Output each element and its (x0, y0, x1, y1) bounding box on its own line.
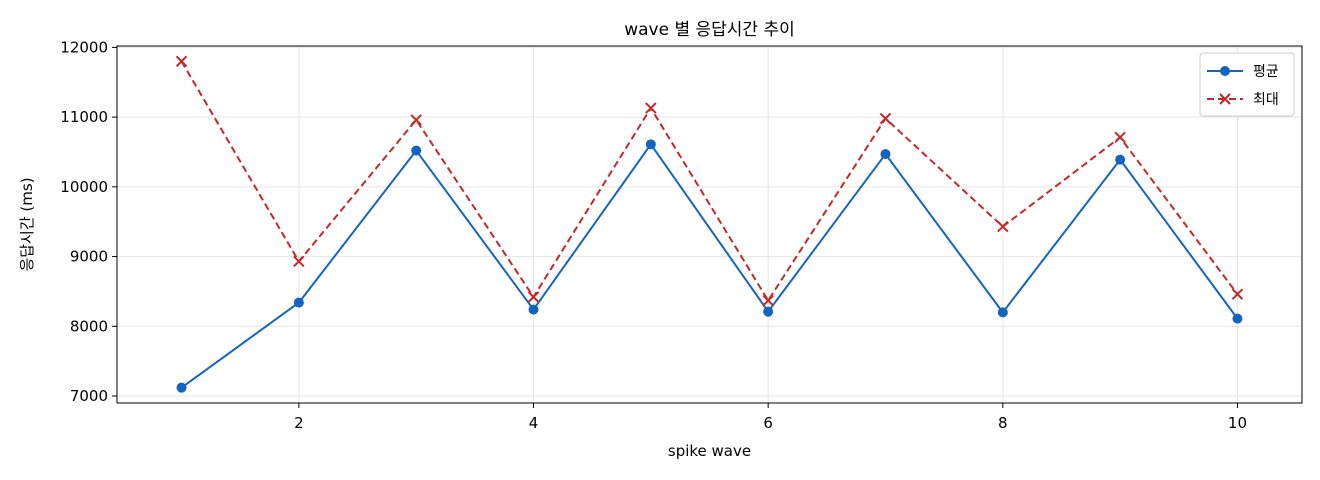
y-axis-label: 응답시간 (ms) (18, 177, 36, 271)
legend-label: 평균 (1253, 64, 1279, 80)
series-line (180, 60, 1239, 302)
data-point (762, 294, 774, 307)
x-tick-label: 8 (998, 414, 1008, 432)
data-point (176, 382, 187, 393)
data-point (411, 145, 422, 156)
legend-item: 평균 (1207, 64, 1279, 80)
y-tick-label: 10000 (60, 178, 108, 196)
x-axis-label: spike wave (668, 442, 751, 460)
data-point (879, 112, 892, 125)
legend-marker (1220, 66, 1230, 76)
x-tick-label: 6 (763, 414, 773, 432)
x-tick-label: 10 (1228, 414, 1247, 432)
series-avg (176, 139, 1243, 393)
data-point (997, 220, 1009, 233)
data-point (645, 102, 657, 114)
y-tick-label: 11000 (60, 108, 108, 126)
data-point (527, 291, 540, 303)
data-point (1115, 154, 1126, 165)
data-point (763, 306, 774, 317)
data-point (1232, 313, 1243, 324)
data-point (645, 139, 656, 150)
data-point (410, 114, 422, 126)
series-max (175, 55, 1244, 307)
data-point (528, 304, 539, 315)
y-tick-label: 9000 (70, 248, 108, 266)
chart-title: wave 별 응답시간 추이 (624, 20, 795, 40)
series-lines (175, 55, 1244, 393)
series-line (180, 143, 1239, 389)
y-tick-label: 8000 (70, 317, 108, 335)
x-axis-ticks: 2 4 6 8 10 (294, 403, 1247, 432)
data-point (880, 149, 891, 160)
legend-marker (1219, 93, 1231, 105)
y-axis-ticks: 7000 8000 9000 10000 11000 12000 (60, 38, 117, 405)
y-tick-label: 7000 (70, 387, 108, 405)
data-point (997, 307, 1008, 318)
data-point (293, 297, 304, 308)
x-tick-label: 4 (529, 414, 539, 432)
legend-box (1199, 52, 1295, 117)
y-tick-label: 12000 (60, 38, 108, 56)
x-tick-label: 2 (294, 414, 304, 432)
legend-item: 최대 (1207, 92, 1279, 108)
data-point (1231, 288, 1244, 300)
data-point (1114, 131, 1126, 144)
grid-lines (117, 46, 1302, 403)
plot-frame (116, 45, 1303, 404)
legend-label: 최대 (1253, 92, 1279, 108)
data-point (175, 55, 188, 68)
data-point (293, 255, 305, 268)
